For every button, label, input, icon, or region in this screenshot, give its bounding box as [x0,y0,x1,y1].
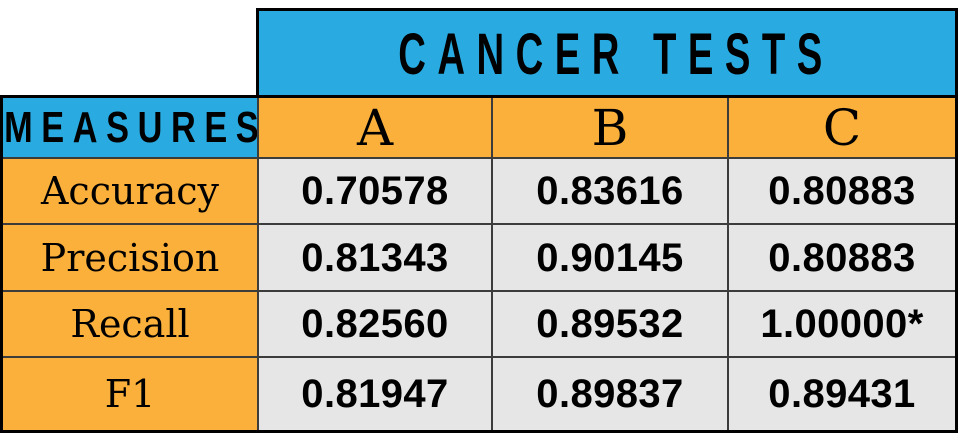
cell-f1-a-value: 0.81947 [301,372,449,416]
cell-accuracy-b-value: 0.83616 [536,169,684,213]
measures-table: MEASURES A B C Accuracy 0.70578 0.83616 … [0,95,958,433]
cell-precision-c-value: 0.80883 [768,235,916,280]
column-header-b-label: B [591,98,629,157]
cell-f1-b-value: 0.89837 [536,372,684,416]
cell-accuracy-a: 0.70578 [259,159,491,223]
cell-recall-b-value: 0.89532 [536,302,684,346]
row-header-accuracy-label: Accuracy [40,169,220,213]
row-header-precision-label: Precision [40,235,220,280]
cell-f1-c-value: 0.89431 [768,372,916,416]
column-header-a-label: A [356,98,394,157]
cell-f1-b: 0.89837 [493,358,727,430]
cell-recall-a-value: 0.82560 [301,302,449,346]
column-header-b: B [493,98,727,157]
cell-f1-a: 0.81947 [259,358,491,430]
cell-precision-a-value: 0.81343 [301,235,449,280]
cell-accuracy-a-value: 0.70578 [301,169,449,213]
cell-f1-c: 0.89431 [729,358,955,430]
cell-precision-c: 0.80883 [729,225,955,290]
row-header-precision: Precision [3,225,257,290]
cell-recall-b: 0.89532 [493,292,727,356]
cell-accuracy-c: 0.80883 [729,159,955,223]
cell-precision-b: 0.90145 [493,225,727,290]
row-header-f1: F1 [3,358,257,430]
corner-header-label: MEASURES [3,102,257,152]
row-header-recall-label: Recall [70,302,190,346]
table-title-cell: CANCER TESTS [256,8,958,98]
cell-recall-c-value: 1.00000* [760,302,924,346]
column-header-c-label: C [822,98,862,157]
cell-precision-b-value: 0.90145 [536,235,684,280]
corner-header-measures: MEASURES [3,98,257,157]
cell-recall-a: 0.82560 [259,292,491,356]
column-header-a: A [259,98,491,157]
row-header-recall: Recall [3,292,257,356]
cell-accuracy-c-value: 0.80883 [768,169,916,213]
row-header-f1-label: F1 [104,372,156,416]
column-header-c: C [729,98,955,157]
cell-accuracy-b: 0.83616 [493,159,727,223]
cell-recall-c: 1.00000* [729,292,955,356]
row-header-accuracy: Accuracy [3,159,257,223]
cell-precision-a: 0.81343 [259,225,491,290]
table-title: CANCER TESTS [397,21,834,87]
